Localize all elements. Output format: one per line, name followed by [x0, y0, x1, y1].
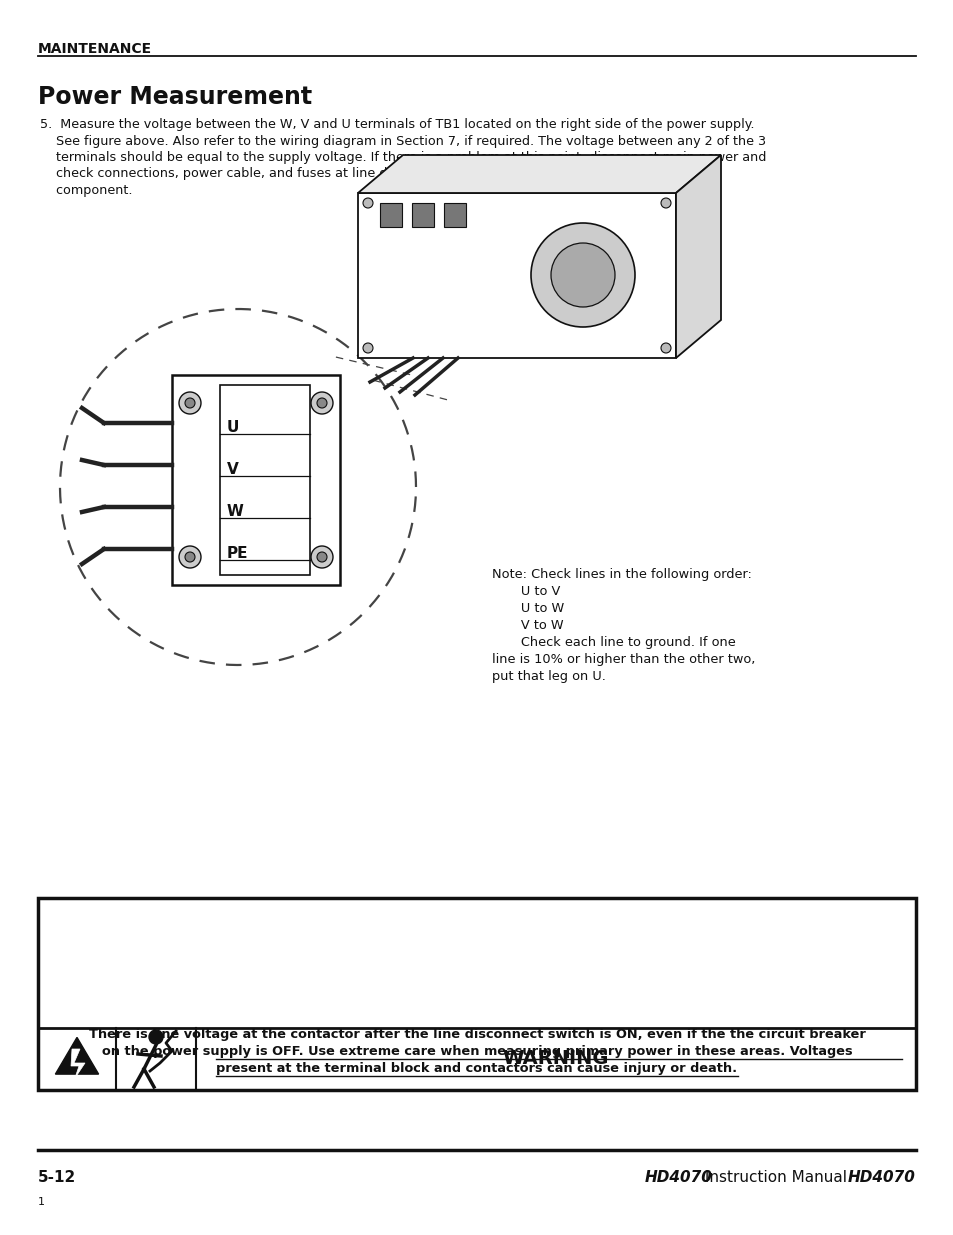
Text: HD4070: HD4070	[644, 1170, 712, 1186]
Polygon shape	[55, 1037, 98, 1074]
Circle shape	[660, 343, 670, 353]
Bar	[172, 375, 339, 585]
Bar	[443, 203, 465, 227]
Text: check connections, power cable, and fuses at line disconnect switch. Repair or r: check connections, power cable, and fuse…	[40, 168, 701, 180]
Text: present at the terminal block and contactors can cause injury or death.: present at the terminal block and contac…	[216, 1062, 737, 1074]
Circle shape	[185, 552, 194, 562]
Circle shape	[660, 198, 670, 207]
Text: terminals should be equal to the supply voltage. If there is a problem at this p: terminals should be equal to the supply …	[40, 151, 765, 164]
Circle shape	[363, 198, 373, 207]
Text: on the power supply is OFF. Use extreme care when measuring primary power in the: on the power supply is OFF. Use extreme …	[102, 1045, 851, 1058]
Polygon shape	[676, 156, 720, 358]
Text: There is line voltage at the contactor after the line disconnect switch is ON, e: There is line voltage at the contactor a…	[89, 1028, 864, 1041]
Text: line is 10% or higher than the other two,: line is 10% or higher than the other two…	[492, 653, 755, 666]
Text: See figure above. Also refer to the wiring diagram in Section 7, if required. Th: See figure above. Also refer to the wiri…	[40, 135, 765, 147]
Bar	[379, 203, 401, 227]
Text: put that leg on U.: put that leg on U.	[492, 671, 605, 683]
Bar	[38, 898, 915, 1091]
Text: V to W: V to W	[492, 619, 563, 632]
Circle shape	[179, 546, 201, 568]
Text: Check each line to ground. If one: Check each line to ground. If one	[492, 636, 735, 650]
Text: V: V	[227, 462, 238, 477]
Polygon shape	[357, 156, 720, 193]
Circle shape	[316, 398, 327, 408]
Text: Note: Check lines in the following order:: Note: Check lines in the following order…	[492, 568, 751, 580]
Bar	[412, 203, 434, 227]
Text: U to W: U to W	[492, 601, 563, 615]
Circle shape	[551, 243, 615, 308]
Polygon shape	[357, 193, 676, 358]
Text: Power Measurement: Power Measurement	[38, 85, 312, 109]
Circle shape	[179, 391, 201, 414]
Text: Instruction Manual: Instruction Manual	[700, 1170, 846, 1186]
Text: 5.  Measure the voltage between the W, V and U terminals of TB1 located on the r: 5. Measure the voltage between the W, V …	[40, 119, 754, 131]
Circle shape	[311, 546, 333, 568]
Text: 1: 1	[38, 1197, 45, 1207]
Polygon shape	[71, 1049, 85, 1078]
Text: HD4070: HD4070	[847, 1170, 915, 1186]
Text: PE: PE	[227, 546, 248, 561]
Text: 5-12: 5-12	[38, 1170, 76, 1186]
Bar	[220, 385, 310, 576]
Circle shape	[531, 224, 635, 327]
Text: W: W	[227, 504, 244, 519]
Circle shape	[363, 343, 373, 353]
Text: MAINTENANCE: MAINTENANCE	[38, 42, 152, 56]
Circle shape	[316, 552, 327, 562]
Text: U to V: U to V	[492, 585, 559, 598]
Circle shape	[311, 391, 333, 414]
Circle shape	[149, 1030, 163, 1044]
Circle shape	[185, 398, 194, 408]
Text: component.: component.	[40, 184, 132, 198]
Text: U: U	[227, 420, 239, 435]
Text: WARNING: WARNING	[502, 1050, 609, 1068]
